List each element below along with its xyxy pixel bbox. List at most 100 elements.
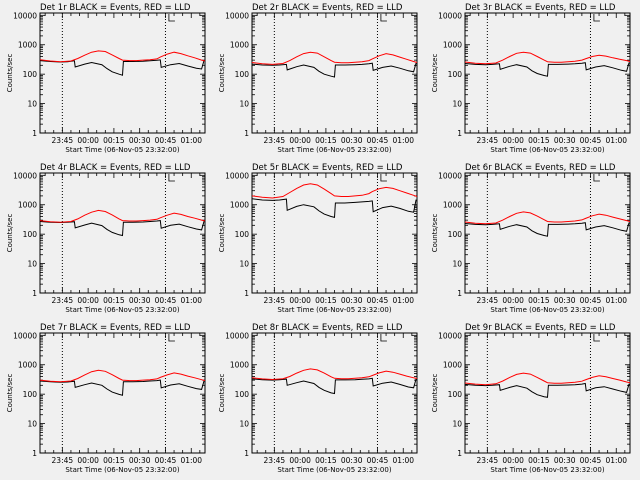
x-tick-label: 00:30 [341,296,363,305]
x-tick-label: 00:00 [502,456,524,465]
y-axis-label: Counts/sec [218,54,226,93]
series-line-lld [39,50,206,63]
x-tick-label: 01:00 [392,456,414,465]
panel-title: Det 8r BLACK = Events, RED = LLD [252,323,403,333]
x-tick-label: 23:45 [52,296,74,305]
x-tick-label: 01:00 [392,136,414,145]
x-tick-label: 00:00 [77,136,99,145]
y-tick-label: 100 [448,230,463,239]
chart-panel-1: Det 1r BLACK = Events, RED = LLD 1 10 100 10… [6,3,206,154]
y-tick-label: 10 [27,260,37,269]
y-tick-label: 1000 [18,201,37,210]
y-tick-label: 10 [452,260,462,269]
x-tick-label: 00:15 [528,456,550,465]
x-tick-label: 00:45 [580,296,602,305]
x-tick-label: 00:15 [315,456,337,465]
y-tick-label: 100 [448,390,463,399]
y-tick-label: 1 [457,289,462,298]
x-tick-label: 23:45 [264,456,286,465]
x-tick-label: 23:45 [52,136,74,145]
y-tick-label: 100 [23,230,38,239]
y-axis-label: Counts/sec [6,214,14,253]
chart-panel-7: Det 7r BLACK = Events, RED = LLD 1 10 100 10… [6,323,206,474]
interval-bracket-mark [593,334,600,342]
interval-bracket-mark [380,174,387,182]
x-tick-label: 01:00 [180,136,202,145]
series-line-events [464,222,630,237]
y-tick-label: 10000 [13,11,37,20]
y-axis-label: Counts/sec [218,214,226,253]
y-tick-label: 1000 [18,361,37,370]
y-axis-label: Counts/sec [6,374,14,413]
x-tick-label: 00:45 [155,296,177,305]
x-tick-label: 00:15 [528,296,550,305]
y-tick-label: 10000 [438,171,462,180]
x-tick-label: 00:30 [554,296,576,305]
series-line-lld [464,211,631,225]
x-tick-label: 00:30 [341,456,363,465]
y-tick-label: 10 [27,420,37,429]
x-axis-label: Start Time (06-Nov-05 23:32:00) [490,306,604,314]
chart-panel-6: Det 6r BLACK = Events, RED = LLD 1 10 100 10… [431,163,631,314]
interval-bracket-mark [168,334,175,342]
y-tick-label: 10000 [438,331,462,340]
chart-panel-9: Det 9r BLACK = Events, RED = LLD 1 10 100 10… [431,323,631,474]
panel-title: Det 6r BLACK = Events, RED = LLD [465,163,616,173]
series-line-lld [251,368,418,381]
y-tick-label: 100 [235,230,250,239]
y-axis-label: Counts/sec [218,374,226,413]
x-tick-label: 01:00 [605,136,627,145]
x-tick-label: 00:30 [129,456,151,465]
y-tick-label: 1000 [443,41,462,50]
x-tick-label: 00:00 [289,456,311,465]
series-line-events [39,379,205,396]
y-tick-label: 10000 [225,331,249,340]
x-tick-label: 00:00 [77,296,99,305]
y-tick-label: 10000 [13,331,37,340]
series-line-lld [464,372,631,386]
y-tick-label: 1 [457,449,462,458]
series-line-events [251,377,417,395]
y-tick-label: 10 [452,420,462,429]
y-tick-label: 100 [235,70,250,79]
panel-title: Det 1r BLACK = Events, RED = LLD [40,3,191,13]
panel-title: Det 7r BLACK = Events, RED = LLD [40,323,191,333]
x-tick-label: 01:00 [180,456,202,465]
interval-bracket-mark [593,174,600,182]
chart-panel-3: Det 3r BLACK = Events, RED = LLD 1 10 100 10… [431,3,631,154]
y-tick-label: 1000 [230,361,249,370]
y-tick-label: 10000 [225,171,249,180]
x-tick-label: 00:45 [580,456,602,465]
x-tick-label: 00:45 [580,136,602,145]
x-tick-label: 00:30 [554,456,576,465]
series-line-events [251,198,417,219]
series-line-lld [39,369,206,383]
interval-bracket-mark [168,14,175,22]
series-line-lld [251,183,418,199]
x-axis-label: Start Time (06-Nov-05 23:32:00) [65,306,179,314]
y-tick-label: 10000 [438,11,462,20]
y-tick-label: 100 [448,70,463,79]
y-axis-label: Counts/sec [6,54,14,93]
y-tick-label: 1 [457,129,462,138]
y-tick-label: 10 [239,260,249,269]
x-tick-label: 00:45 [155,136,177,145]
y-tick-label: 100 [235,390,250,399]
x-tick-label: 00:30 [554,136,576,145]
x-tick-label: 23:45 [52,456,74,465]
x-tick-label: 00:45 [367,136,389,145]
y-tick-label: 1 [244,449,249,458]
panel-title: Det 3r BLACK = Events, RED = LLD [465,3,616,13]
x-tick-label: 01:00 [392,296,414,305]
x-axis-label: Start Time (06-Nov-05 23:32:00) [65,466,179,474]
y-tick-label: 1 [32,129,37,138]
panel-title: Det 5r BLACK = Events, RED = LLD [252,163,403,173]
interval-bracket-mark [593,14,600,22]
y-tick-label: 1 [32,289,37,298]
x-tick-label: 23:45 [477,296,499,305]
x-tick-label: 00:00 [289,136,311,145]
x-axis-label: Start Time (06-Nov-05 23:32:00) [65,146,179,154]
y-tick-label: 1000 [443,201,462,210]
interval-bracket-mark [380,14,387,22]
x-tick-label: 00:30 [129,136,151,145]
